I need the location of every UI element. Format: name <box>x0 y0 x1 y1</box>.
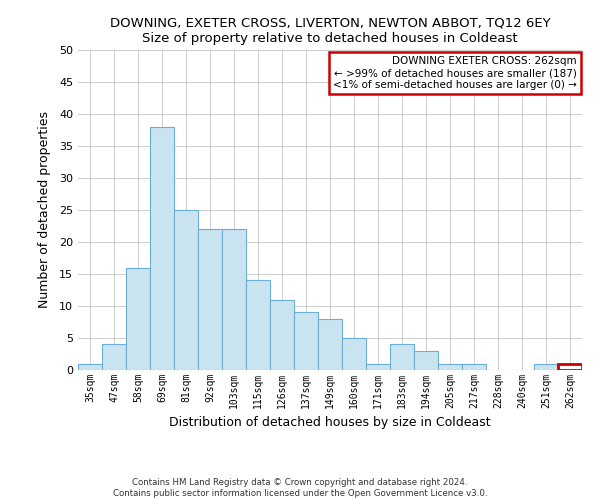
Bar <box>222 229 246 370</box>
Bar <box>198 229 222 370</box>
Bar <box>102 344 126 370</box>
Bar <box>414 351 438 370</box>
Bar <box>438 364 462 370</box>
X-axis label: Distribution of detached houses by size in Coldeast: Distribution of detached houses by size … <box>169 416 491 430</box>
Text: DOWNING EXETER CROSS: 262sqm
← >99% of detached houses are smaller (187)
<1% of : DOWNING EXETER CROSS: 262sqm ← >99% of d… <box>333 56 577 90</box>
Bar <box>318 319 342 370</box>
Bar <box>270 300 294 370</box>
Bar <box>126 268 150 370</box>
Bar <box>366 364 390 370</box>
Bar <box>150 127 174 370</box>
Bar <box>558 364 582 370</box>
Y-axis label: Number of detached properties: Number of detached properties <box>38 112 50 308</box>
Bar <box>462 364 486 370</box>
Text: Contains HM Land Registry data © Crown copyright and database right 2024.
Contai: Contains HM Land Registry data © Crown c… <box>113 478 487 498</box>
Bar <box>390 344 414 370</box>
Bar <box>534 364 558 370</box>
Title: DOWNING, EXETER CROSS, LIVERTON, NEWTON ABBOT, TQ12 6EY
Size of property relativ: DOWNING, EXETER CROSS, LIVERTON, NEWTON … <box>110 16 550 44</box>
Bar <box>246 280 270 370</box>
Bar <box>78 364 102 370</box>
Bar <box>342 338 366 370</box>
Bar <box>294 312 318 370</box>
Bar <box>174 210 198 370</box>
